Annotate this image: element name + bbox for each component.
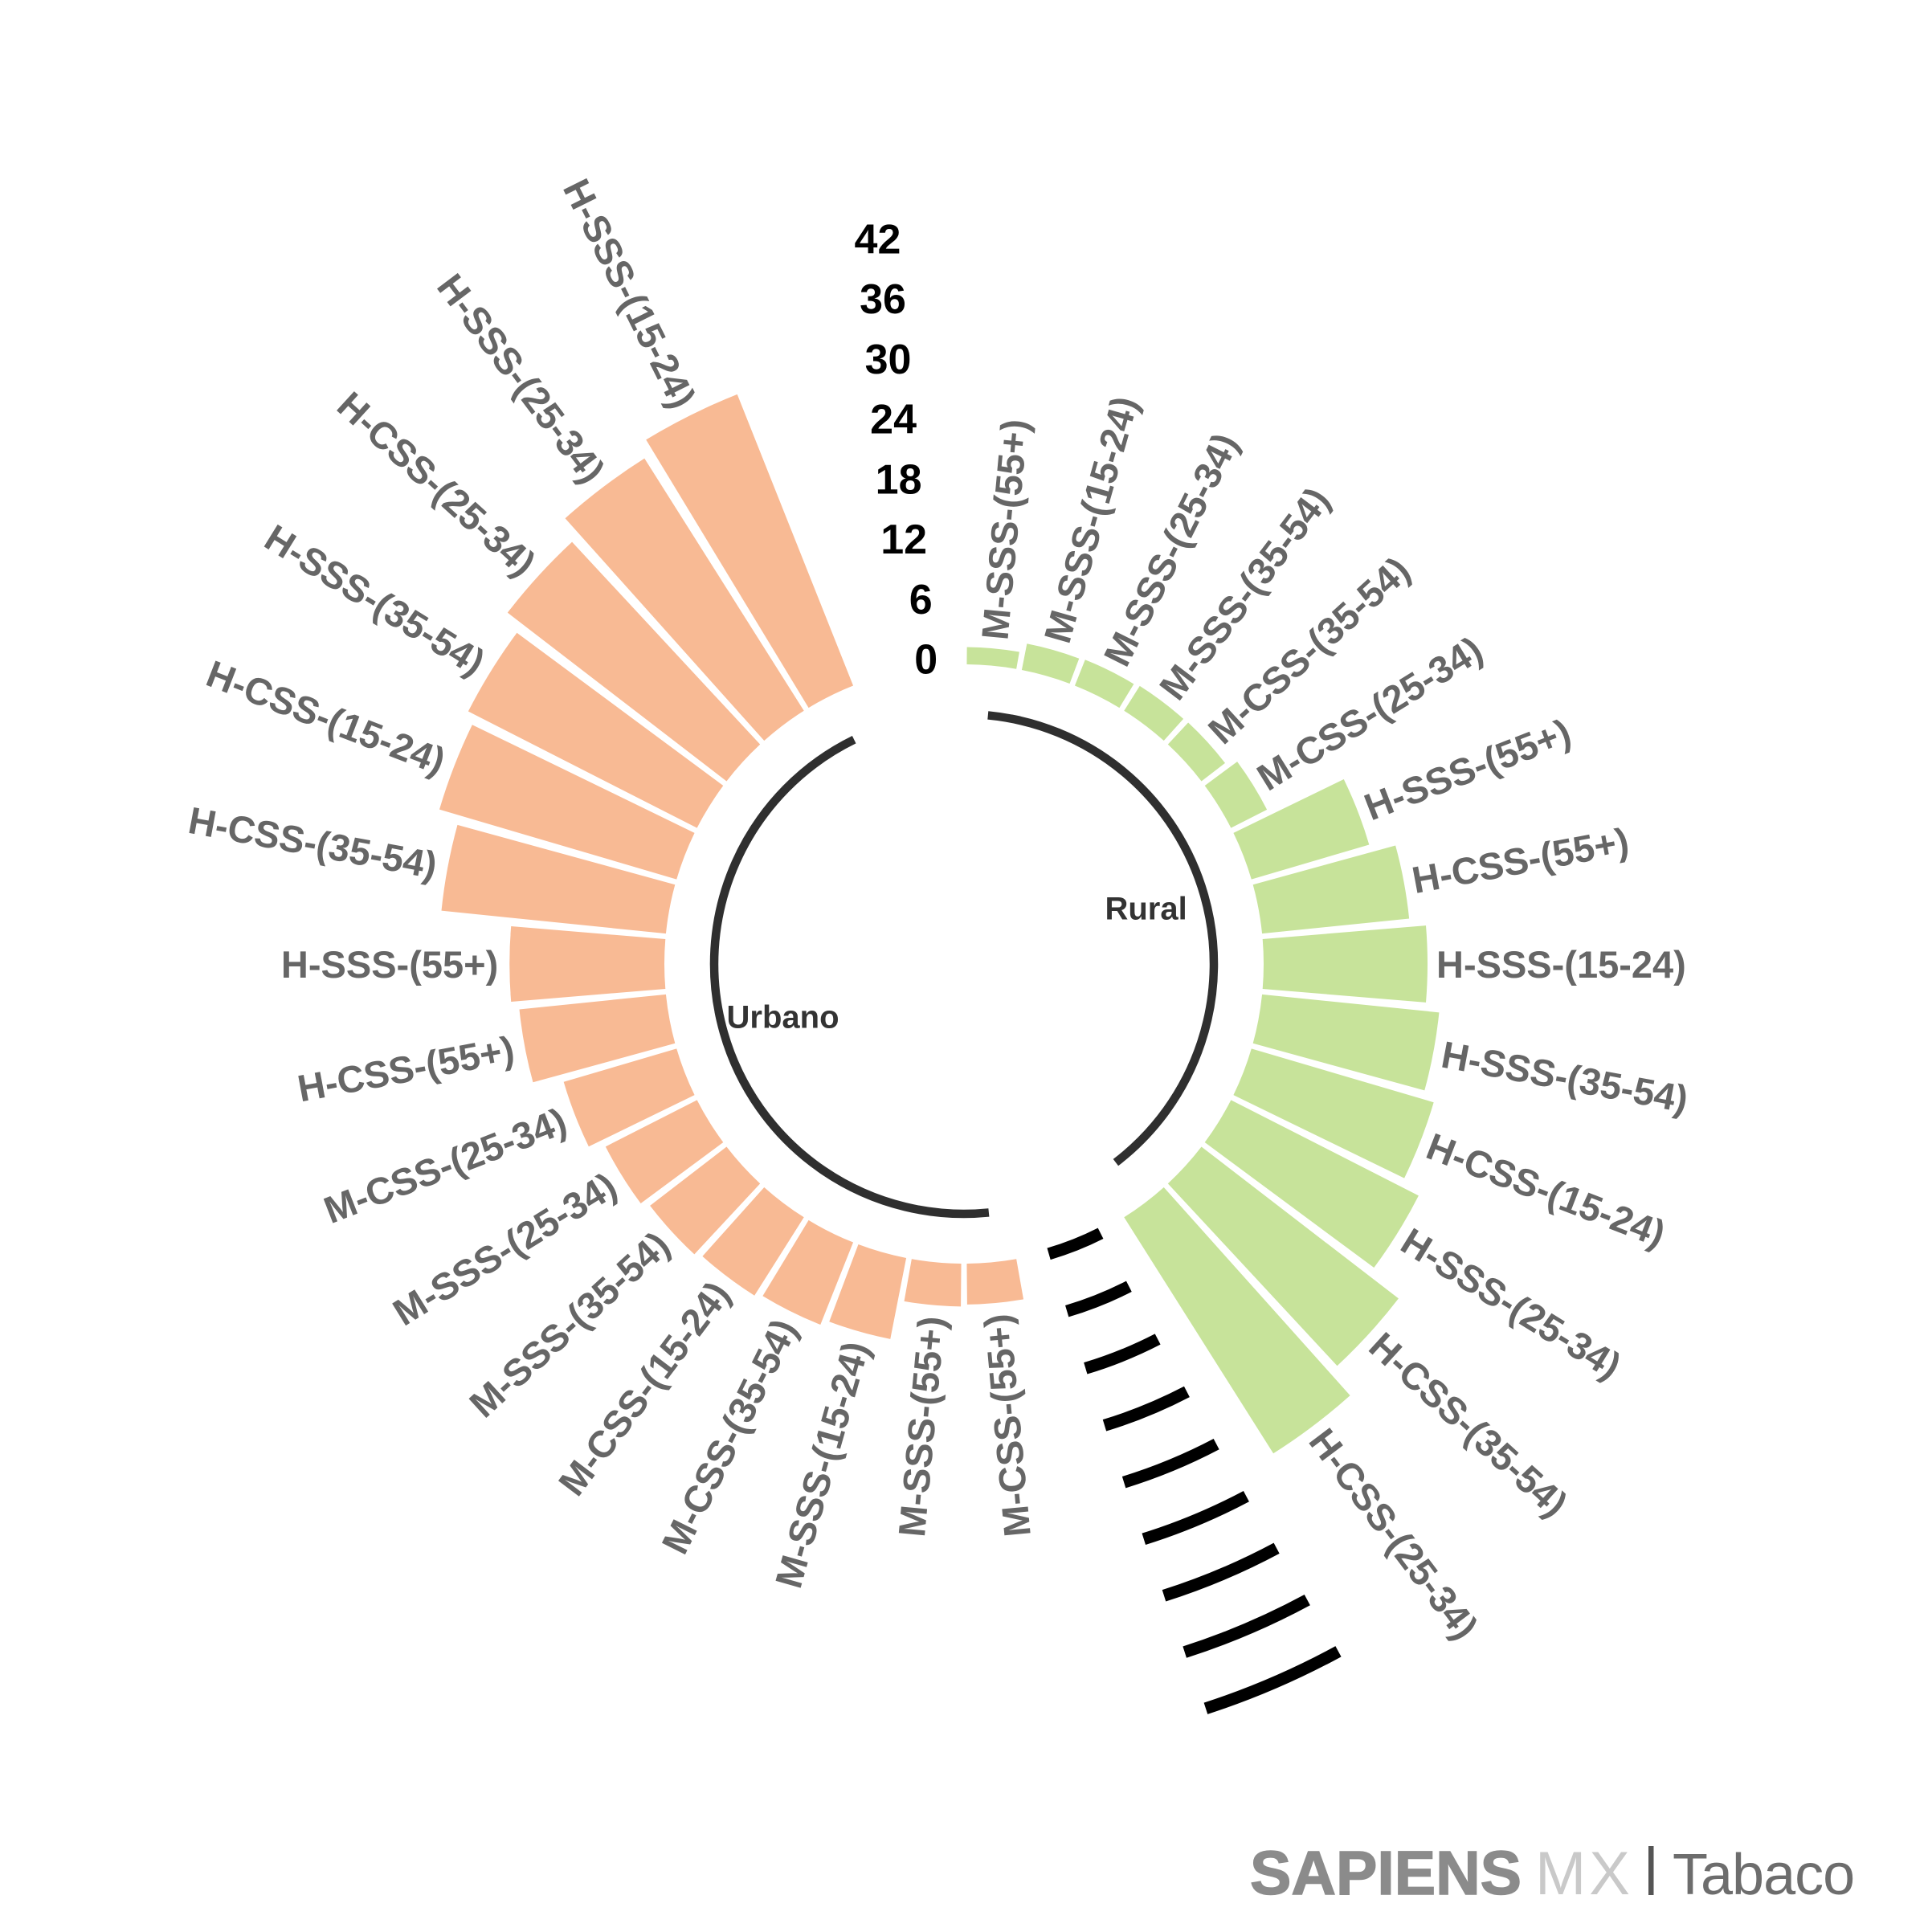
svg-text:30: 30 xyxy=(865,337,912,383)
svg-text:SAPIENS: SAPIENS xyxy=(1250,1839,1522,1908)
svg-text:Urbano: Urbano xyxy=(727,1000,839,1035)
svg-text:H-SSS-(15-24): H-SSS-(15-24) xyxy=(1436,943,1686,986)
svg-text:0: 0 xyxy=(914,636,937,683)
svg-text:36: 36 xyxy=(860,276,906,323)
svg-text:H-SSS-(55+): H-SSS-(55+) xyxy=(281,943,498,986)
svg-text:Tabaco: Tabaco xyxy=(1673,1843,1854,1907)
svg-text:6: 6 xyxy=(909,577,933,623)
svg-text:MX: MX xyxy=(1535,1840,1633,1908)
svg-text:42: 42 xyxy=(855,216,901,263)
svg-text:12: 12 xyxy=(880,517,927,563)
svg-text:24: 24 xyxy=(870,397,917,443)
svg-text:Rural: Rural xyxy=(1105,892,1187,927)
svg-text:18: 18 xyxy=(876,456,922,503)
